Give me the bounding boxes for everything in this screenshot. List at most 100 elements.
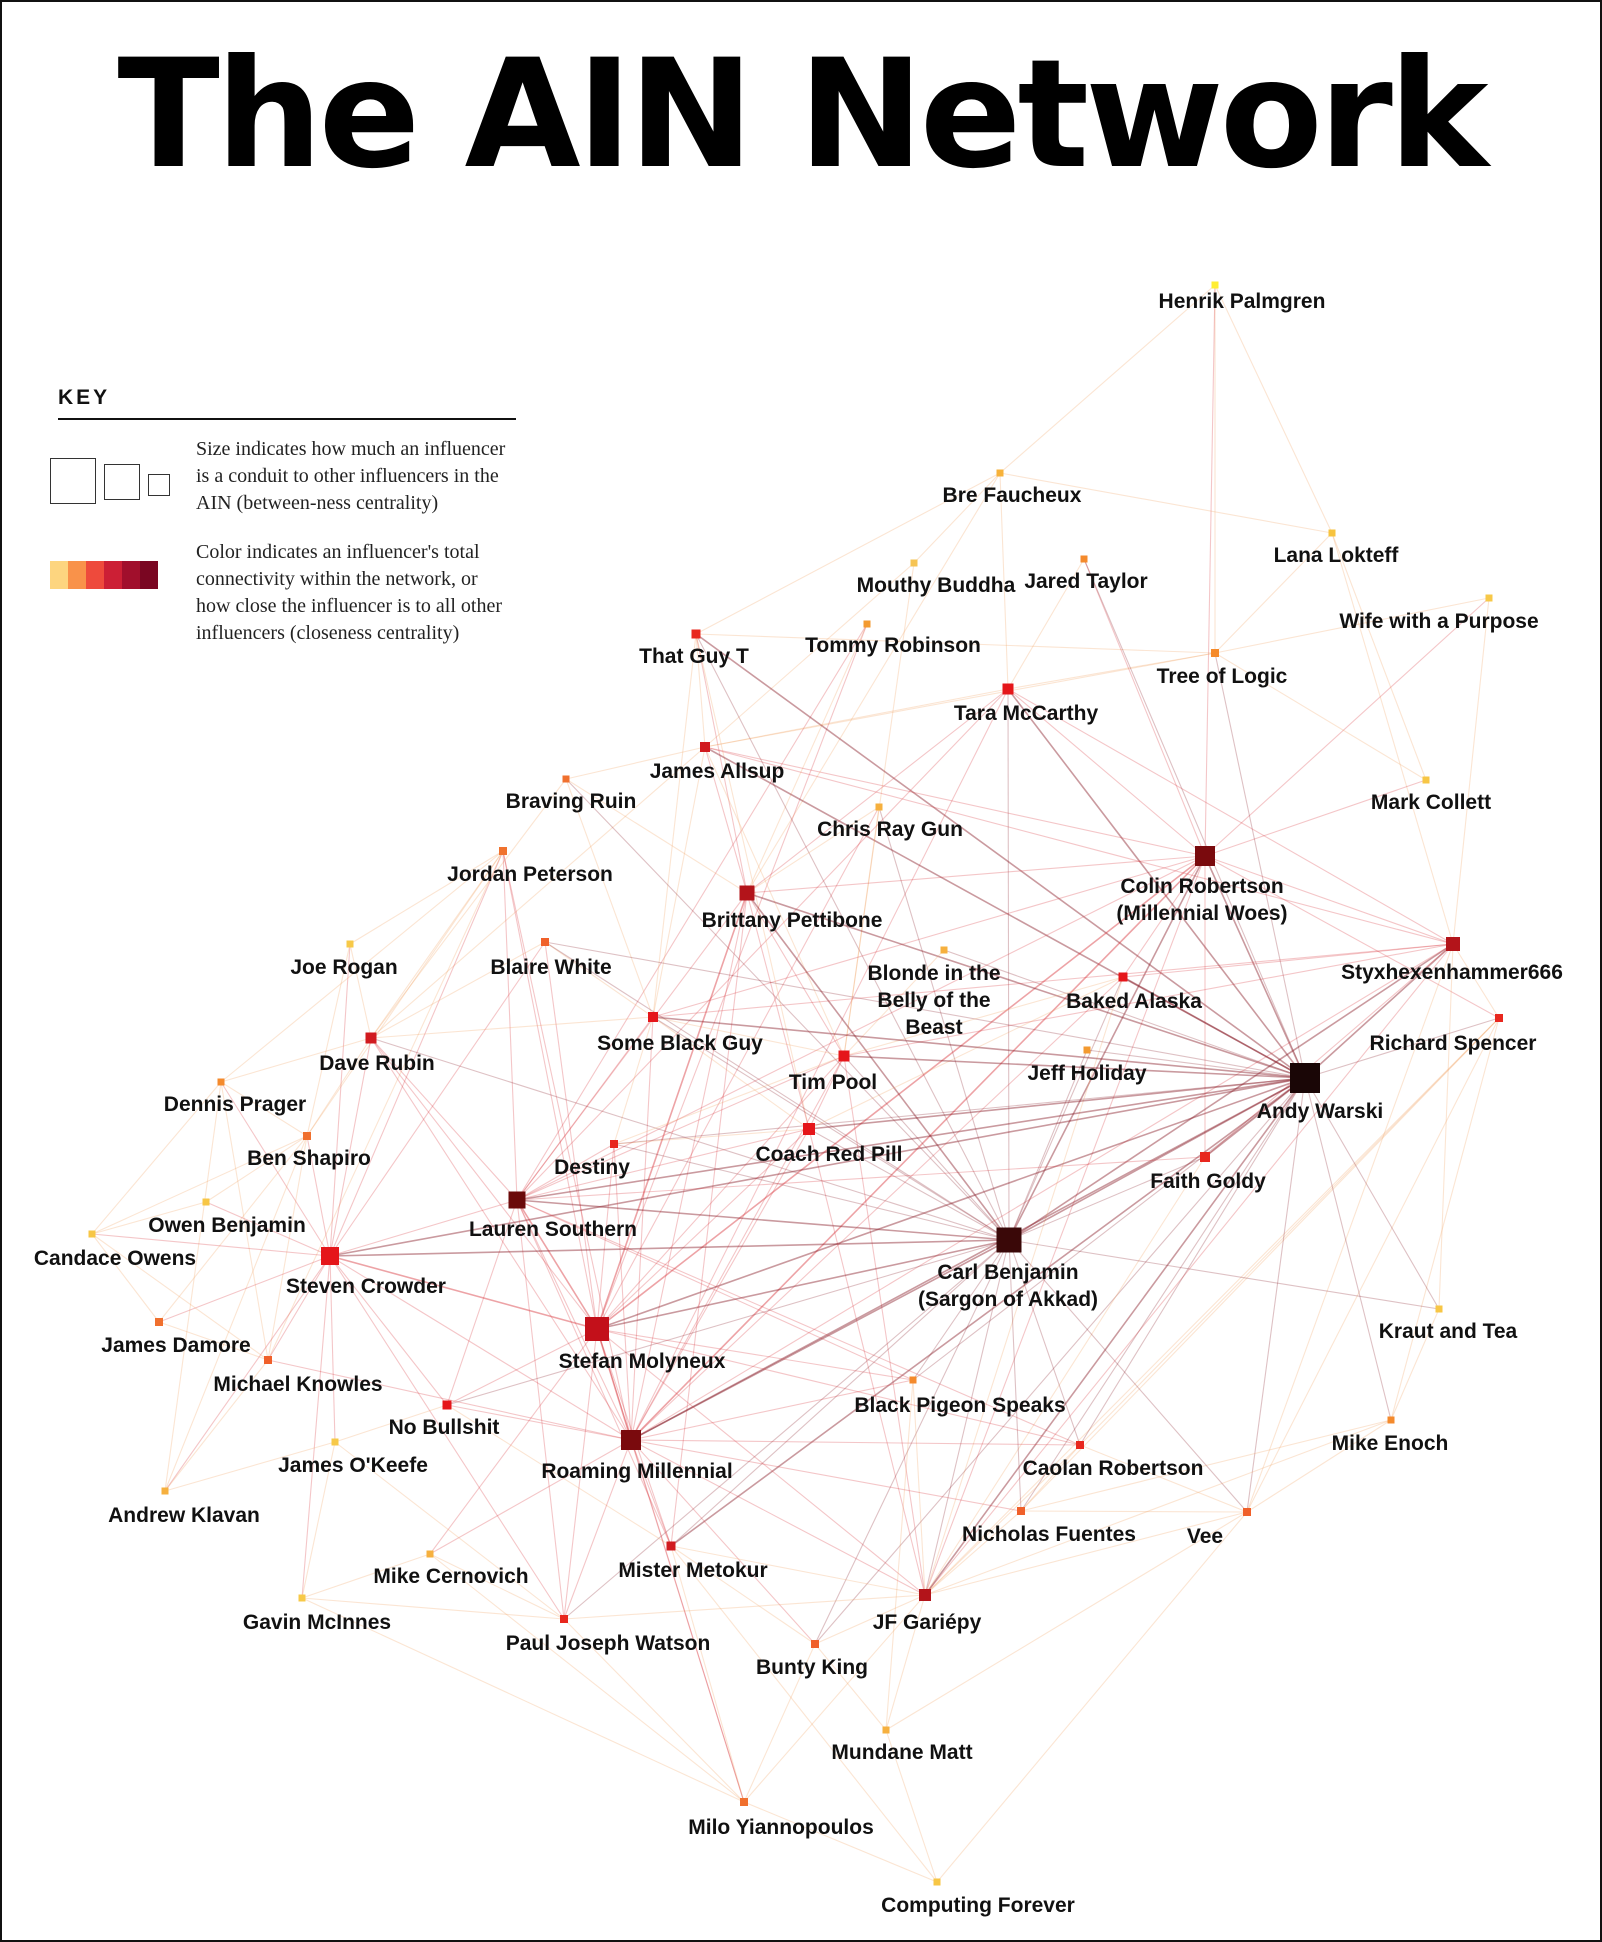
edge-steven-crowder-james-okeefe bbox=[329, 1255, 336, 1443]
edge-some-black-guy-roaming-millennial bbox=[630, 1016, 654, 1441]
edge-jeff-holiday-andy-warski bbox=[1086, 1049, 1306, 1079]
edge-steven-crowder-no-bullshit bbox=[329, 1255, 448, 1406]
color-legend: Color indicates an influencer's total co… bbox=[50, 539, 516, 647]
edge-dave-rubin-roaming-millennial bbox=[370, 1037, 632, 1441]
edge-coach-red-pill-stefan-molyneux bbox=[596, 1128, 810, 1330]
edge-chris-ray-gun-brittany-pettibone bbox=[746, 806, 880, 894]
edge-styxhexenhammer666-some-black-guy bbox=[652, 943, 1454, 1018]
edge-stefan-molyneux-jf-gariepy bbox=[596, 1328, 926, 1596]
edge-joe-rogan-dave-rubin bbox=[349, 943, 372, 1039]
edge-styxhexenhammer666-vee bbox=[1246, 943, 1454, 1513]
edge-some-black-guy-coach-red-pill bbox=[652, 1016, 810, 1130]
edge-mark-collett-tree-of-logic bbox=[1214, 652, 1427, 781]
edge-candace-owens-james-damore bbox=[91, 1233, 160, 1323]
edge-vee-jf-gariepy bbox=[924, 1511, 1248, 1596]
edge-blaire-white-carl-benjamin bbox=[544, 941, 1010, 1241]
edge-roaming-millennial-paul-joseph-watson bbox=[563, 1439, 632, 1620]
node-gavin-mcinnes bbox=[298, 1594, 306, 1602]
node-tara-mccarthy bbox=[1002, 683, 1014, 695]
edge-lauren-southern-roaming-millennial bbox=[516, 1199, 632, 1441]
edge-andy-warski-nicholas-fuentes bbox=[1020, 1077, 1306, 1512]
edge-dave-rubin-steven-crowder bbox=[329, 1037, 372, 1257]
edge-andy-warski-bunty-king bbox=[814, 1077, 1306, 1645]
node-mike-cernovich bbox=[426, 1550, 434, 1558]
edge-lauren-southern-carl-benjamin bbox=[516, 1199, 1010, 1241]
edge-colin-robertson-carl-benjamin bbox=[1008, 855, 1206, 1241]
edge-mike-cernovich-paul-joseph-watson bbox=[429, 1553, 565, 1620]
edge-lauren-southern-steven-crowder bbox=[329, 1199, 518, 1257]
node-james-allsup bbox=[700, 742, 710, 752]
edge-styxhexenhammer666-faith-goldy bbox=[1204, 943, 1454, 1158]
edge-blaire-white-some-black-guy bbox=[544, 941, 654, 1018]
edge-caolan-robertson-vee bbox=[1079, 1444, 1248, 1513]
node-label-blonde-in-the-belly: Blonde in the Belly of the Beast bbox=[868, 962, 1001, 1039]
edge-richard-spencer-nicholas-fuentes bbox=[1020, 1017, 1500, 1512]
edge-carl-benjamin-mister-metokur bbox=[670, 1239, 1010, 1547]
node-label-dave-rubin: Dave Rubin bbox=[319, 1052, 435, 1075]
edge-michael-knowles-andrew-klavan bbox=[164, 1359, 269, 1492]
edge-tara-mccarthy-colin-robertson bbox=[1007, 688, 1206, 857]
edge-carl-benjamin-jf-gariepy bbox=[924, 1239, 1010, 1596]
edge-carl-benjamin-steven-crowder bbox=[329, 1239, 1010, 1257]
node-andrew-klavan bbox=[161, 1487, 169, 1495]
edge-lauren-southern-black-pigeon-speaks bbox=[516, 1199, 914, 1381]
node-label-tara-mccarthy: Tara McCarthy bbox=[954, 702, 1099, 725]
node-label-styxhexenhammer666: Styxhexenhammer666 bbox=[1341, 961, 1563, 984]
edge-bre-faucheux-brittany-pettibone bbox=[746, 472, 1001, 894]
node-label-michael-knowles: Michael Knowles bbox=[213, 1373, 382, 1396]
edge-bunty-king-mundane-matt bbox=[814, 1643, 887, 1731]
edge-tommy-robinson-lauren-southern bbox=[516, 623, 868, 1201]
edge-stefan-molyneux-paul-joseph-watson bbox=[563, 1328, 598, 1620]
edge-braving-ruin-carl-benjamin bbox=[565, 778, 1010, 1241]
page-title: The AIN Network bbox=[117, 28, 1488, 202]
node-roaming-millennial bbox=[621, 1430, 641, 1450]
edge-mouthy-buddha-james-allsup bbox=[704, 562, 915, 748]
edge-chris-ray-gun-tim-pool bbox=[843, 806, 880, 1057]
edge-blaire-white-steven-crowder bbox=[329, 941, 546, 1257]
edge-dennis-prager-michael-knowles bbox=[220, 1081, 269, 1361]
edge-tara-mccarthy-james-allsup bbox=[704, 688, 1009, 748]
node-label-richard-spencer: Richard Spencer bbox=[1370, 1032, 1537, 1055]
legend: KEY Size indicates how much an influence… bbox=[50, 386, 516, 647]
node-vee bbox=[1243, 1508, 1251, 1516]
node-label-roaming-millennial: Roaming Millennial bbox=[541, 1460, 732, 1483]
edge-dennis-prager-jordan-peterson bbox=[220, 850, 504, 1083]
edge-destiny-roaming-millennial bbox=[613, 1143, 632, 1441]
edge-dennis-prager-candace-owens bbox=[91, 1081, 222, 1235]
node-chris-ray-gun bbox=[875, 803, 883, 811]
edge-computing-forever-mister-metokur bbox=[670, 1545, 938, 1883]
edge-no-bullshit-mister-metokur bbox=[446, 1404, 672, 1547]
edge-brittany-pettibone-carl-benjamin bbox=[746, 892, 1010, 1241]
edge-richard-spencer-mike-enoch bbox=[1390, 1017, 1500, 1421]
edge-jordan-peterson-lauren-southern bbox=[502, 850, 518, 1201]
edge-mister-metokur-jf-gariepy bbox=[670, 1545, 926, 1596]
edge-colin-robertson-brittany-pettibone bbox=[746, 855, 1206, 894]
edge-bre-faucheux-tara-mccarthy bbox=[999, 472, 1009, 690]
edge-that-guy-t-james-allsup bbox=[695, 633, 706, 748]
edge-roaming-millennial-jf-gariepy bbox=[630, 1439, 926, 1596]
edge-roaming-millennial-bunty-king bbox=[630, 1439, 816, 1645]
edge-colin-robertson-andy-warski bbox=[1204, 855, 1306, 1079]
edge-braving-ruin-dave-rubin bbox=[370, 778, 567, 1039]
edge-coach-red-pill-lauren-southern bbox=[516, 1128, 810, 1201]
edge-andy-warski-kraut-and-tea bbox=[1304, 1077, 1440, 1310]
edge-destiny-carl-benjamin bbox=[613, 1143, 1010, 1241]
node-label-lana-lokteff: Lana Lokteff bbox=[1274, 544, 1400, 567]
edge-dave-rubin-carl-benjamin bbox=[370, 1037, 1010, 1241]
edge-kraut-and-tea-styxhexenhammer666 bbox=[1438, 943, 1454, 1310]
edge-mike-cernovich-milo-yiannopoulos bbox=[429, 1553, 745, 1803]
edge-computing-forever-vee bbox=[936, 1511, 1248, 1883]
edge-steven-crowder-andrew-klavan bbox=[164, 1255, 331, 1492]
node-destiny bbox=[610, 1140, 618, 1148]
edge-that-guy-t-brittany-pettibone bbox=[695, 633, 748, 894]
edge-carl-benjamin-roaming-millennial bbox=[630, 1239, 1010, 1441]
edge-brittany-pettibone-roaming-millennial bbox=[630, 892, 748, 1441]
edge-carl-benjamin-paul-joseph-watson bbox=[563, 1239, 1010, 1620]
edge-faith-goldy-lauren-southern bbox=[516, 1156, 1206, 1201]
edge-brittany-pettibone-tim-pool bbox=[746, 892, 845, 1057]
edge-baked-alaska-coach-red-pill bbox=[808, 976, 1124, 1130]
edge-steven-crowder-stefan-molyneux bbox=[329, 1255, 598, 1330]
edge-andy-warski-coach-red-pill bbox=[808, 1077, 1306, 1130]
node-label-andy-warski: Andy Warski bbox=[1257, 1100, 1383, 1123]
